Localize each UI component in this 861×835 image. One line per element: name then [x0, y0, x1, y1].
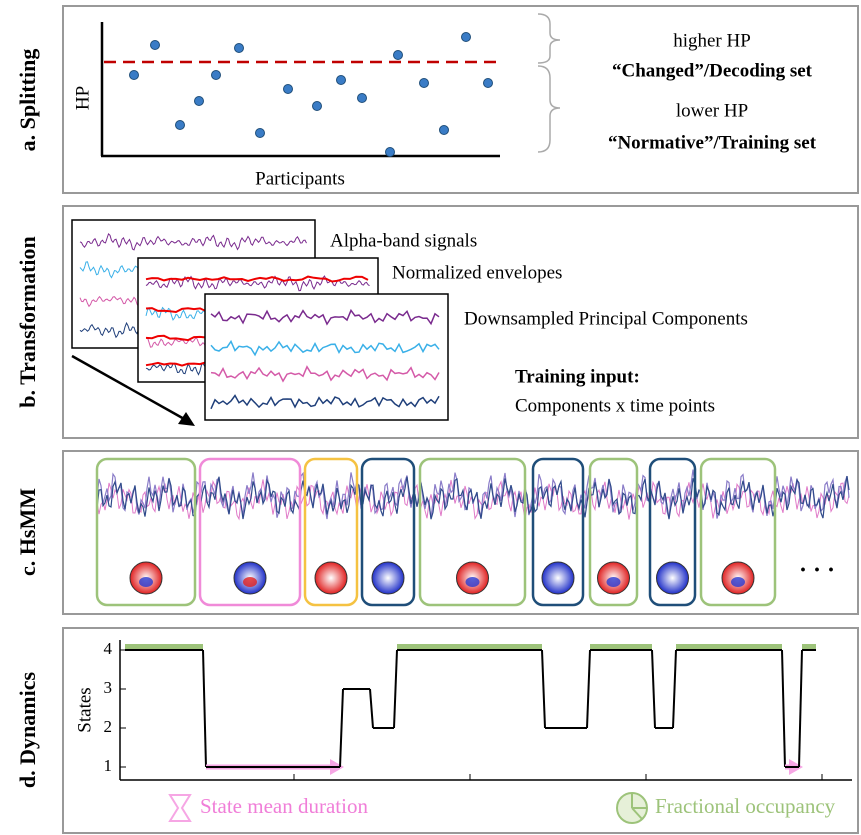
y-tick-label: 2 [104, 717, 113, 736]
transition [587, 650, 590, 728]
participant-dot [151, 41, 160, 50]
topomap [315, 562, 347, 594]
topomap-core [731, 577, 745, 587]
participant-dot [284, 85, 293, 94]
topomap [372, 562, 404, 594]
hourglass-icon [170, 795, 190, 821]
panel-label: a. Splitting [15, 49, 40, 152]
topomap-core [139, 577, 153, 587]
participant-dot [130, 71, 139, 80]
participant-dot [337, 76, 346, 85]
brace [538, 14, 560, 63]
step-label: Downsampled Principal Components [464, 308, 748, 329]
topomap-core [243, 577, 257, 587]
figure: a. Splitting b. Transformation c. HsMM d… [0, 0, 861, 835]
dynamics-panel: States State mean duration Fractional oc… [74, 639, 852, 823]
participant-dot [256, 129, 265, 138]
signal [97, 470, 849, 519]
topomap [542, 562, 574, 594]
group-title: higher HP [673, 30, 751, 51]
y-tick-label: 1 [104, 756, 113, 775]
transition [340, 689, 343, 767]
transition [394, 650, 397, 728]
transition [203, 650, 206, 767]
participant-dot [484, 79, 493, 88]
topomap [657, 562, 689, 594]
y-label: HP [72, 86, 93, 110]
transition [799, 650, 802, 767]
participant-dot [440, 126, 449, 135]
participant-dot [386, 148, 395, 157]
y-tick-label: 3 [104, 678, 113, 697]
group-title: lower HP [676, 100, 748, 121]
step-label: Alpha-band signals [330, 230, 477, 251]
group-set: “Changed”/Decoding set [612, 60, 813, 81]
splitting-panel: HP Participants higher HP “Changed”/Deco… [72, 14, 816, 189]
transformation-panel: Alpha-band signals Normalized envelopes … [72, 220, 748, 426]
arrow-head [178, 412, 195, 426]
legend-entry: State mean duration [200, 794, 368, 818]
transition [673, 650, 676, 728]
transition [370, 689, 373, 728]
participant-dot [313, 102, 322, 111]
y-label: States [74, 687, 95, 732]
transition [652, 650, 655, 728]
transition [782, 650, 785, 767]
x-label: Participants [255, 168, 345, 189]
y-tick-label: 4 [104, 639, 113, 658]
participant-dot [235, 44, 244, 53]
ellipsis: · · · [799, 558, 835, 584]
participant-dot [212, 71, 221, 80]
hsmm-panel: · · · [97, 459, 849, 605]
group-set: “Normative”/Training set [608, 132, 817, 153]
brace [538, 66, 560, 152]
topomap-core [607, 577, 621, 587]
participant-dot [176, 121, 185, 130]
participant-dot [358, 94, 367, 103]
participant-dot [462, 33, 471, 42]
signal-box [205, 294, 448, 420]
panel-label: d. Dynamics [15, 672, 40, 789]
transition [542, 650, 545, 728]
participant-dot [420, 79, 429, 88]
signal [97, 476, 849, 519]
step-label: Normalized envelopes [392, 262, 562, 283]
topomap-core [466, 577, 480, 587]
participant-dot [195, 97, 204, 106]
input-text: Components x time points [515, 395, 715, 416]
panel-label: b. Transformation [15, 236, 40, 408]
participant-dot [394, 51, 403, 60]
legend-entry: Fractional occupancy [655, 794, 836, 818]
panel-label: c. HsMM [15, 488, 40, 576]
input-title: Training input: [515, 366, 640, 387]
